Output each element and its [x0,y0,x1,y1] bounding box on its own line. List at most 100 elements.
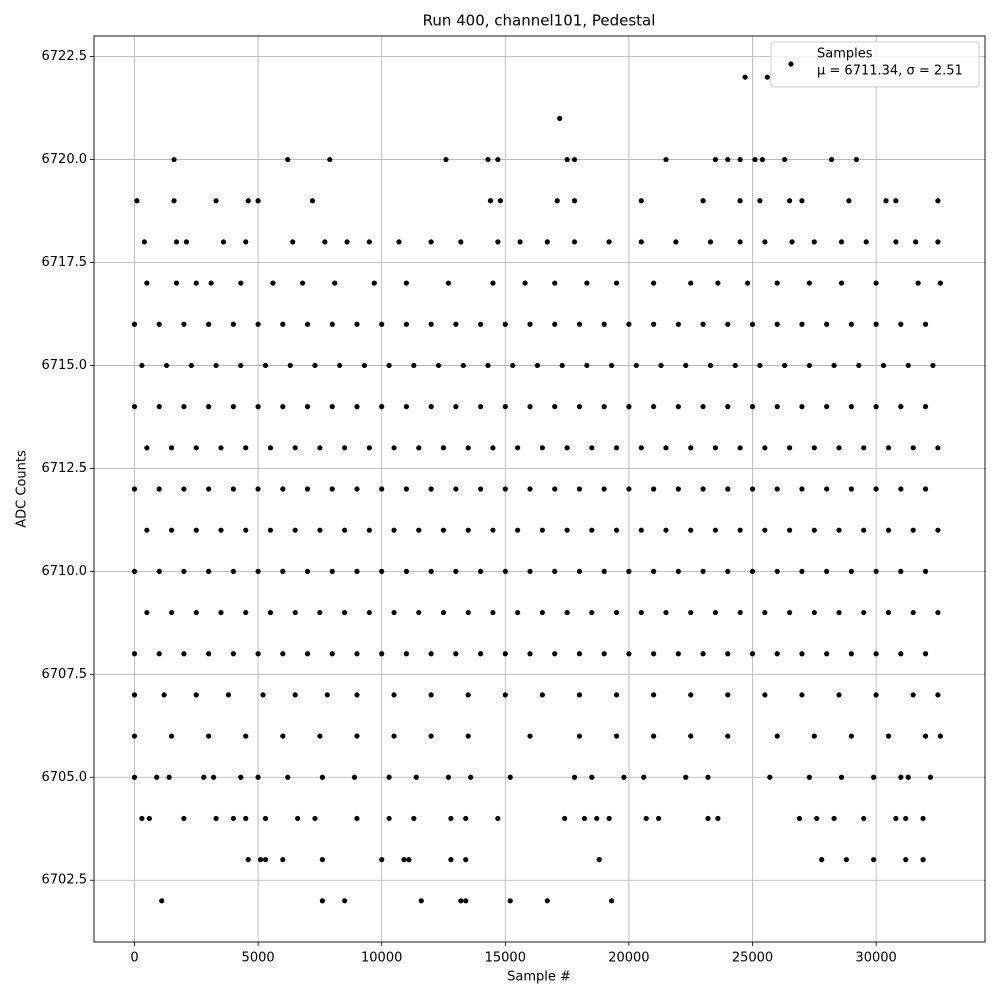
point [576,321,583,327]
point [312,815,318,822]
point [386,362,392,369]
point [502,486,508,492]
point [937,280,943,286]
point [168,527,175,533]
point [332,280,338,286]
point [767,774,773,780]
point [651,404,657,410]
point [737,198,743,204]
point [752,156,758,163]
point [458,898,464,904]
y-tick-label: 6717.5 [42,255,88,270]
point [688,445,694,451]
y-tick-label: 6707.5 [42,667,88,682]
point [465,733,471,739]
point [206,321,212,327]
point [621,774,627,780]
point [922,568,929,574]
point [280,568,286,574]
point [168,445,175,451]
point [386,815,392,822]
point [379,651,385,657]
point [626,568,632,574]
point [173,280,180,286]
y-tick-label: 6720.0 [42,152,88,167]
point [707,362,714,369]
point [863,239,869,245]
point [418,898,424,904]
point [181,404,187,410]
point [930,362,936,369]
point [589,774,595,780]
point [571,774,578,780]
point [757,362,763,369]
point [663,609,669,616]
point [218,609,224,616]
point [683,774,689,780]
plot-frame [93,35,986,943]
point [675,568,681,574]
point [651,733,657,739]
point [811,733,817,739]
legend: Samples μ = 6711.34, σ = 2.51 [770,41,980,88]
point [131,651,138,657]
point [922,321,929,327]
point [920,857,926,863]
y-axis-label: ADC Counts [15,450,30,528]
point [673,239,679,245]
point [317,527,323,533]
point [613,445,620,451]
point [245,198,251,204]
point [448,815,454,822]
point [544,239,550,245]
point [329,321,335,327]
point [329,568,335,574]
point [280,651,286,657]
point [255,404,261,410]
point [651,486,657,492]
point [134,198,140,204]
point [562,815,568,822]
point [873,404,879,410]
point [453,321,459,327]
point [576,568,583,574]
point [139,362,145,369]
point [725,156,731,163]
point [411,815,417,822]
point [564,445,570,451]
point [206,651,212,657]
point [920,815,926,822]
point [764,74,770,80]
point [552,280,558,286]
point [725,404,731,410]
legend-marker [788,61,794,67]
point [290,239,296,245]
point [871,857,877,863]
point [292,609,298,616]
point [238,280,244,286]
point [292,692,298,698]
point [861,815,867,822]
point [354,321,360,327]
point [522,280,528,286]
point [626,651,632,657]
point [403,404,410,410]
point [910,445,916,451]
point [156,651,162,657]
point [465,692,471,698]
point [255,774,261,780]
point [898,404,904,410]
point [885,445,892,451]
point [465,527,471,533]
point [725,733,731,739]
point [465,445,471,451]
point [403,568,410,574]
x-tick-label: 15000 [485,951,526,966]
point [218,527,224,533]
point [243,609,249,616]
point [502,692,508,698]
point [626,486,632,492]
point [255,568,261,574]
point [267,445,274,451]
point [576,692,583,698]
